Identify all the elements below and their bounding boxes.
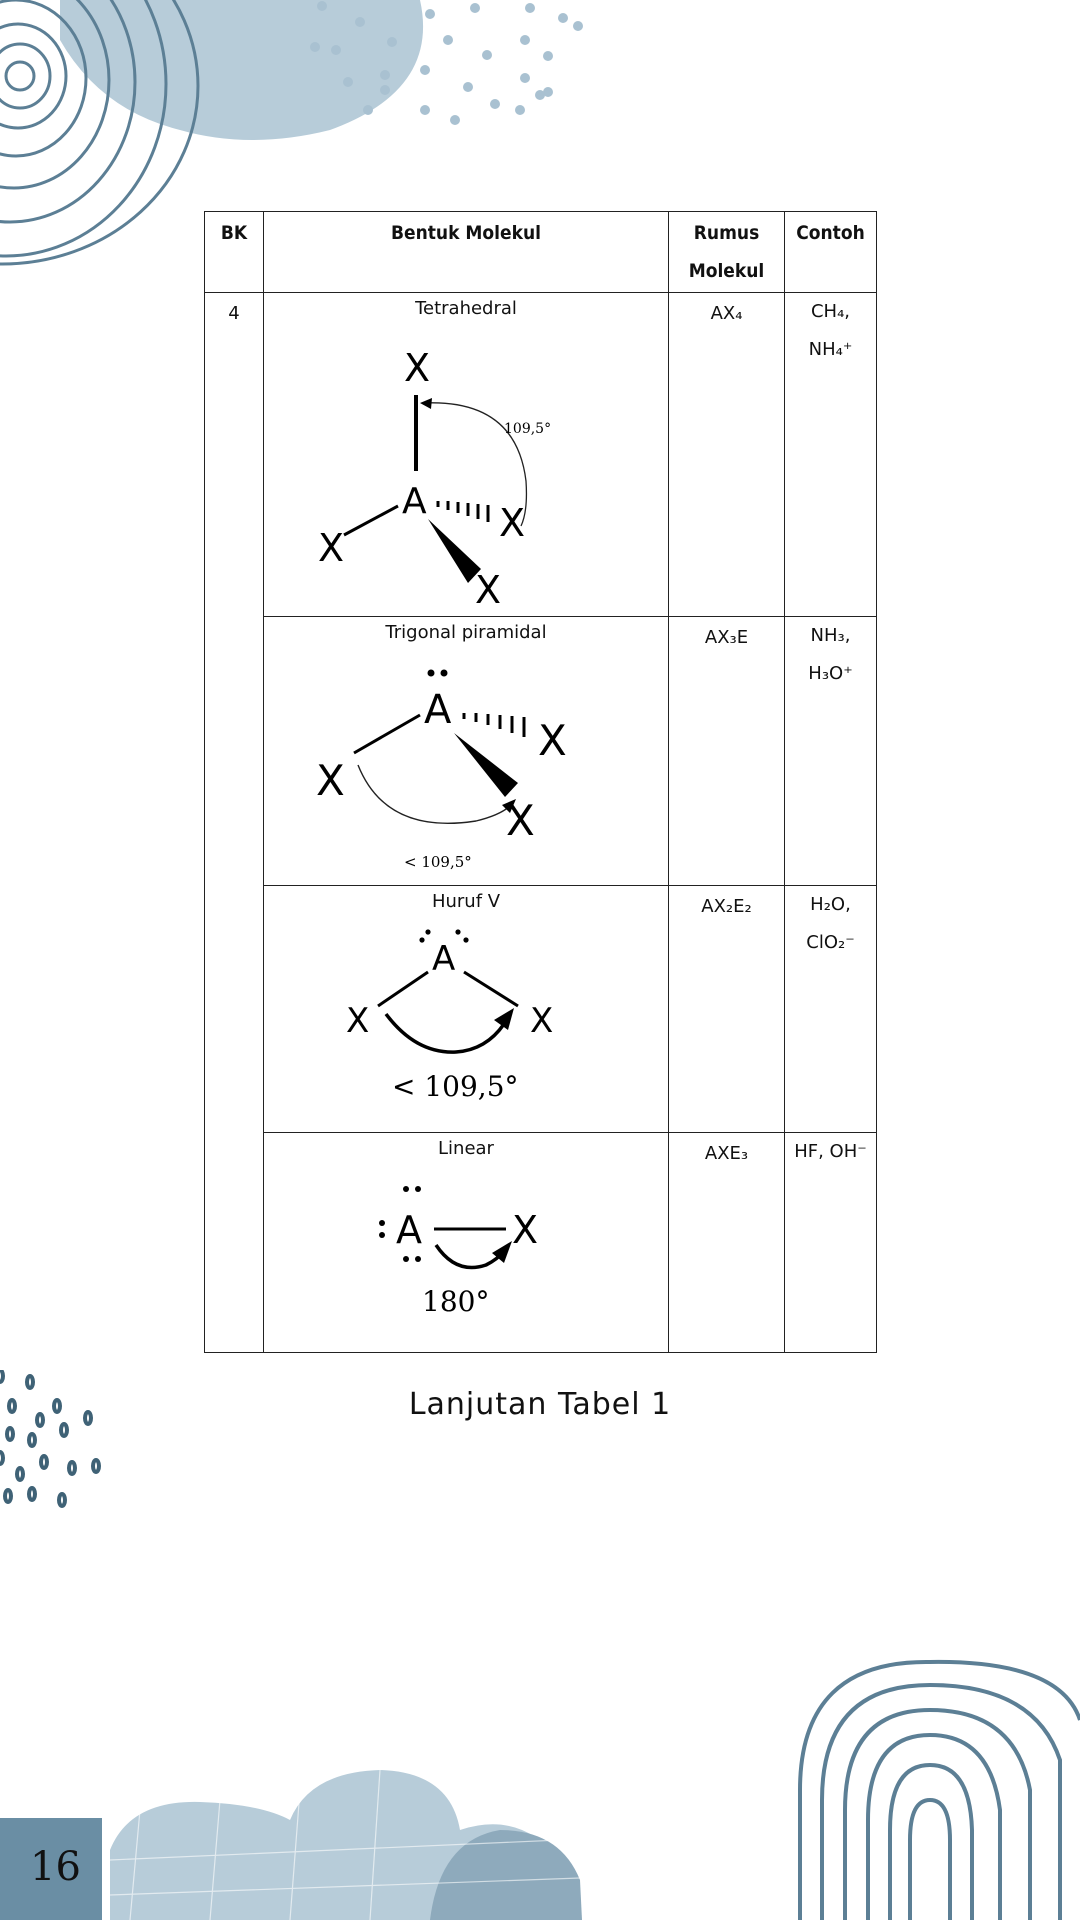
atom-x-top: X	[404, 346, 430, 390]
dashed-wedge	[436, 501, 490, 522]
angle-label: 109,5°	[504, 421, 551, 437]
header-formula-line1: Rumus	[693, 222, 760, 244]
angle-label: < 109,5°	[392, 1070, 519, 1103]
table-row: Huruf V A X X < 109,5° AX₂E₂	[205, 885, 877, 1133]
example-line: H₂O,	[810, 894, 851, 915]
shape-name: Trigonal piramidal	[385, 622, 547, 643]
atom-x-right: X	[512, 1208, 538, 1252]
table-caption: Lanjutan Tabel 1	[408, 1387, 672, 1422]
lone-pair-dot	[425, 929, 431, 935]
angle-arc	[434, 1244, 506, 1270]
solid-wedge	[454, 733, 518, 797]
angle-arrow-head	[494, 1008, 514, 1030]
angle-arc	[357, 764, 512, 825]
atom-x-left: X	[316, 756, 345, 805]
formula: AX₃E	[704, 627, 749, 648]
example-line: H₃O⁺	[808, 663, 853, 684]
atom-a-center: A	[432, 939, 455, 979]
bk-value: 4	[228, 303, 240, 324]
bond-left	[343, 504, 399, 537]
bond-left	[377, 970, 429, 1008]
lone-pair-dot	[455, 929, 461, 935]
lone-pair-dot	[415, 1186, 421, 1192]
atom-x-right: X	[538, 716, 567, 765]
angle-arrow-head	[492, 1241, 512, 1263]
header-shape: Bentuk Molekul	[263, 211, 669, 293]
linear-diagram: A X 180°	[379, 1186, 538, 1318]
header-formula: Rumus Molekul	[668, 211, 785, 293]
formula: AXE₃	[704, 1143, 749, 1164]
shape-name: Linear	[438, 1138, 494, 1159]
molecule-shape-table: BK Bentuk Molekul Rumus Molekul Contoh 4…	[204, 211, 877, 1353]
page-number-box: 16	[0, 1818, 102, 1920]
shape-cell: Linear A X 180°	[263, 1132, 669, 1353]
example-line: NH₄⁺	[808, 339, 853, 360]
dashed-wedge	[462, 713, 526, 737]
decorative-bottom-cloud	[109, 1770, 582, 1920]
trigonal-pyramidal-diagram: A X X X < 109,5°	[316, 669, 567, 871]
example-line: ClO₂⁻	[806, 932, 855, 953]
atom-x-right: X	[530, 1001, 553, 1041]
lone-pair-dot	[379, 1220, 385, 1226]
formula-cell: AXE₃	[668, 1132, 785, 1353]
formula-cell: AX₂E₂	[668, 885, 785, 1133]
shape-name: Tetrahedral	[415, 298, 517, 319]
angle-label: 180°	[422, 1285, 489, 1318]
decorative-left-dots	[0, 1370, 101, 1508]
angle-arc	[384, 1012, 506, 1054]
shape-name: Huruf V	[431, 891, 501, 912]
formula-cell: AX₄	[668, 292, 785, 617]
shape-cell: Huruf V A X X < 109,5°	[263, 885, 669, 1133]
angle-label: < 109,5°	[404, 853, 472, 871]
angle-arc	[423, 402, 528, 527]
lone-pair-dot	[403, 1256, 409, 1262]
example-line: HF, OH⁻	[794, 1141, 867, 1162]
bond-right	[463, 970, 519, 1008]
lone-pair-dot	[427, 669, 435, 677]
atom-x-left: X	[346, 1001, 369, 1041]
formula: AX₂E₂	[701, 896, 752, 917]
lone-pair-dot	[463, 937, 469, 943]
table-header-row: BK Bentuk Molekul Rumus Molekul Contoh	[204, 211, 877, 293]
atom-x-left: X	[318, 526, 344, 570]
header-bk: BK	[204, 211, 264, 293]
bk-cell: 4	[204, 292, 264, 1353]
atom-a-center: A	[424, 687, 452, 733]
formula: AX₄	[710, 303, 743, 324]
table-row: Linear A X 180° AXE₃	[205, 1132, 877, 1353]
decorative-arch	[798, 1659, 1080, 1920]
bent-v-diagram: A X X < 109,5°	[346, 929, 553, 1103]
solid-wedge	[428, 519, 481, 583]
atom-a-center: A	[396, 1208, 422, 1252]
lone-pair-dot	[419, 937, 425, 943]
shape-cell: Trigonal piramidal A X X	[263, 616, 669, 886]
bond-left	[353, 713, 421, 755]
angle-arrow-head	[502, 799, 516, 813]
example-line: NH₃,	[810, 625, 851, 646]
table-row: Trigonal piramidal A X X	[205, 616, 877, 886]
page-number: 16	[30, 1844, 81, 1890]
example-cell: HF, OH⁻	[784, 1132, 877, 1353]
table-row: 4 Tetrahedral X 109,5° A X	[204, 292, 877, 1353]
header-formula-line2: Molekul	[688, 260, 765, 282]
shape-cell: Tetrahedral X 109,5° A X	[263, 292, 669, 617]
atom-x-bottom: X	[475, 568, 501, 611]
tetrahedral-diagram: X 109,5° A X X	[318, 346, 551, 611]
lone-pair-dot	[440, 669, 448, 677]
angle-arrow-head	[420, 398, 432, 409]
lone-pair-dot	[415, 1256, 421, 1262]
header-example: Contoh	[784, 211, 877, 293]
decorative-top-swirl	[0, 0, 583, 266]
example-cell: CH₄, NH₄⁺	[784, 292, 877, 617]
lone-pair-dot	[403, 1186, 409, 1192]
example-cell: NH₃, H₃O⁺	[784, 616, 877, 886]
formula-cell: AX₃E	[668, 616, 785, 886]
lone-pair-dot	[379, 1232, 385, 1238]
atom-x-right: X	[499, 501, 525, 545]
example-cell: H₂O, ClO₂⁻	[784, 885, 877, 1133]
example-line: CH₄,	[810, 301, 851, 322]
atom-a-center: A	[402, 481, 427, 522]
